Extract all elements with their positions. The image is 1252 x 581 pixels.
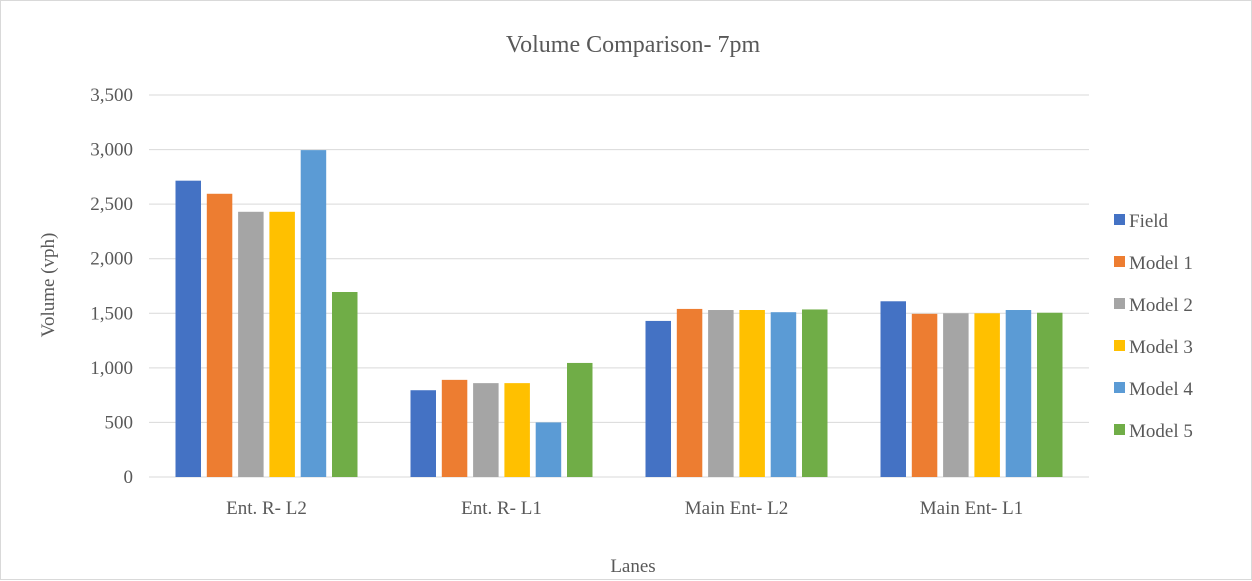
bar-field-4 <box>880 301 906 477</box>
bar-model-1-4 <box>911 313 938 477</box>
y-axis-title: Volume (vph) <box>38 233 59 338</box>
bar-field-3 <box>645 320 671 477</box>
x-category-label: Main Ent- L2 <box>685 498 788 519</box>
legend-label: Model 4 <box>1129 379 1193 400</box>
legend-swatch <box>1114 424 1125 435</box>
y-tick-label: 500 <box>105 412 134 433</box>
bar-model-4-2 <box>535 422 562 477</box>
legend-label: Model 2 <box>1129 295 1193 316</box>
legend-swatch <box>1114 214 1125 225</box>
legend-swatch <box>1114 382 1125 393</box>
bar-model-5-4 <box>1037 312 1063 477</box>
bar-model-1-2 <box>441 379 468 477</box>
y-tick-label: 1,500 <box>90 303 133 324</box>
x-category-label: Ent. R- L2 <box>226 498 307 519</box>
x-axis-title: Lanes <box>610 556 655 577</box>
y-tick-label: 3,500 <box>90 85 133 106</box>
legend-swatch <box>1114 340 1125 351</box>
x-category-label: Main Ent- L1 <box>920 498 1023 519</box>
y-tick-label: 0 <box>124 467 134 488</box>
bar-model-1-3 <box>676 308 703 477</box>
bar-model-5-2 <box>567 362 593 477</box>
x-category-label: Ent. R- L1 <box>461 498 542 519</box>
bar-model-3-2 <box>504 383 530 477</box>
bar-field-1 <box>175 180 201 478</box>
bar-model-2-4 <box>943 313 969 477</box>
bar-field-2 <box>410 390 436 477</box>
bar-model-5-3 <box>802 309 828 477</box>
y-tick-label: 2,500 <box>90 194 133 215</box>
legend-swatch <box>1114 298 1125 309</box>
legend-swatch <box>1114 256 1125 267</box>
bar-model-4-4 <box>1005 310 1032 477</box>
x-axis-categories: Ent. R- L2 Ent. R- L1 Main Ent- L2 Main Ent… <box>226 498 1023 519</box>
bars <box>175 150 1063 478</box>
bar-model-2-3 <box>708 310 734 477</box>
bar-model-3-1 <box>269 211 295 478</box>
bar-model-4-3 <box>770 312 797 477</box>
y-tick-label: 2,000 <box>90 249 133 270</box>
bar-model-3-3 <box>739 310 765 477</box>
bar-model-1-1 <box>206 193 233 477</box>
bar-model-4-1 <box>300 150 327 478</box>
legend-label: Model 3 <box>1129 337 1193 358</box>
legend-label: Model 5 <box>1129 421 1193 442</box>
y-tick-label: 3,000 <box>90 140 133 161</box>
legend-label: Model 1 <box>1129 253 1193 274</box>
y-tick-label: 1,000 <box>90 358 133 379</box>
legend: Field Model 1 Model 2 Model 3 Model 4 Model 5 <box>1114 211 1193 442</box>
legend-label: Field <box>1129 211 1169 232</box>
bar-model-2-1 <box>238 211 264 478</box>
bar-model-5-1 <box>332 292 358 477</box>
y-axis-ticks: 0 500 1,000 1,500 2,000 2,500 3,000 3,500 <box>90 85 133 488</box>
bar-model-2-2 <box>473 383 499 477</box>
chart-title: Volume Comparison- 7pm <box>506 32 761 58</box>
bar-model-3-4 <box>974 313 1000 477</box>
